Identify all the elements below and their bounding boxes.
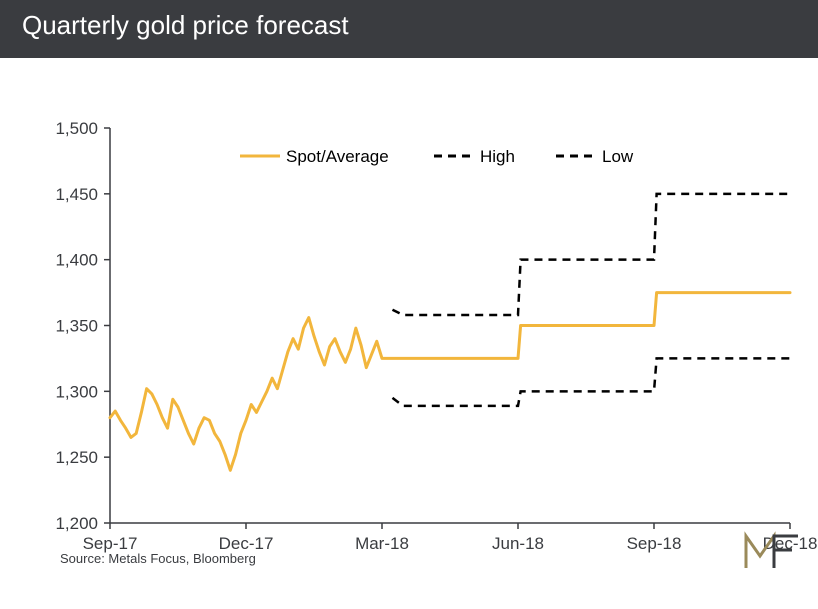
chart-title: Quarterly gold price forecast (22, 10, 349, 40)
source-attribution: Source: Metals Focus, Bloomberg (60, 551, 256, 566)
y-tick-label: 1,300 (55, 382, 98, 401)
y-tick-label: 1,450 (55, 185, 98, 204)
x-tick-label: Sep-18 (627, 534, 682, 553)
series-low (392, 358, 790, 405)
legend-label: High (480, 147, 515, 166)
legend-label: Low (602, 147, 634, 166)
x-tick-label: Jun-18 (492, 534, 544, 553)
chart-area: 1,200 1,250 1,300 1,350 1,400 1,450 1,500 Sep-1… (0, 58, 818, 578)
y-tick-label: 1,350 (55, 317, 98, 336)
chart-title-bar: Quarterly gold price forecast (0, 0, 818, 58)
legend-label: Spot/Average (286, 147, 389, 166)
series-spot-average (110, 293, 790, 471)
y-tick-label: 1,500 (55, 119, 98, 138)
series-high (392, 194, 790, 315)
chart-svg: 1,200 1,250 1,300 1,350 1,400 1,450 1,500 Sep-1… (0, 58, 818, 578)
y-tick-label: 1,250 (55, 448, 98, 467)
y-tick-label: 1,400 (55, 251, 98, 270)
y-tick-label: 1,200 (55, 514, 98, 533)
metals-focus-logo (742, 528, 802, 572)
x-tick-label: Mar-18 (355, 534, 409, 553)
